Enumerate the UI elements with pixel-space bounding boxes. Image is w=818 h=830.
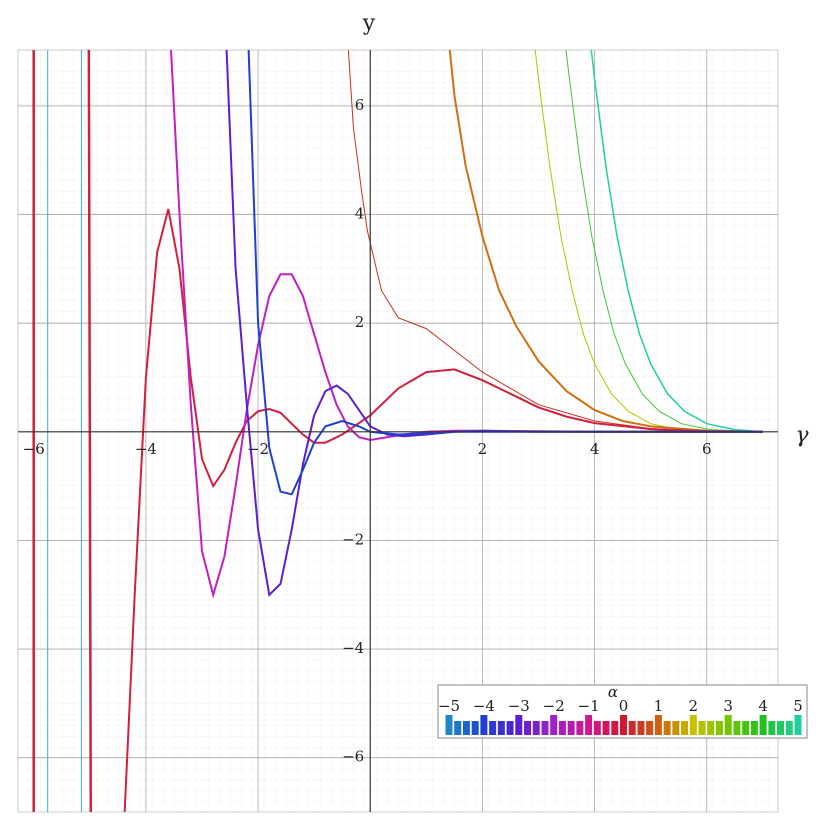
colorbar-tick-label: −3 [508,697,530,715]
colorbar-swatch [445,715,453,735]
colorbar-tick-label: −2 [543,697,565,715]
colorbar-cell [454,721,462,735]
colorbar: −5 −4 −3 −2 −1 0 1 2 3 4 5 [438,697,803,735]
colorbar-swatch [724,715,732,735]
colorbar-cell [532,721,540,735]
colorbar-title: α [608,683,618,701]
colorbar-cell [462,721,470,735]
colorbar-cell [567,721,575,735]
colorbar-tick-label: 3 [723,697,733,715]
colorbar-swatch [585,715,593,735]
x-axis-label: γ [795,423,809,448]
colorbar-cell [541,721,549,735]
colorbar-cell [576,721,584,735]
colorbar-swatch [794,715,802,735]
colorbar-cell [506,721,514,735]
y-tick-label: 2 [355,313,365,331]
colorbar-cell [611,721,619,735]
y-tick-label: 6 [355,96,365,114]
curve [534,50,763,433]
colorbar-swatch [550,715,558,735]
colorbar-tick-label: 2 [689,697,699,715]
colorbar-tick-label: −5 [438,697,460,715]
colorbar-cell [558,721,566,735]
x-tick-label: −6 [23,440,45,458]
colorbar-swatch [759,715,767,735]
y-tick-label: −4 [342,639,364,657]
colorbar-cell [707,721,715,735]
curve [448,50,763,433]
colorbar-cell [742,721,750,735]
colorbar-cell [785,721,793,735]
colorbar-swatch [689,715,697,735]
colorbar-cell [646,721,654,735]
curve [123,208,763,812]
x-tick-label: −4 [135,440,157,458]
y-tick-label: 4 [355,205,365,223]
colorbar-swatch [654,715,662,735]
x-tick-label: 6 [702,440,712,458]
colorbar-cell [715,721,723,735]
colorbar-tick-label: −4 [473,697,495,715]
colorbar-cell [681,721,689,735]
colorbar-tick-label: 1 [654,697,664,715]
colorbar-cell [489,721,497,735]
x-tick-label: 2 [478,440,488,458]
colorbar-cell [672,721,680,735]
colorbar-cell [593,721,601,735]
colorbar-tick-label: −1 [578,697,600,715]
colorbar-cell [471,721,479,735]
y-tick-label: −6 [342,748,364,766]
x-tick-label: 4 [590,440,600,458]
colorbar-cell [628,721,636,735]
colorbar-cell [524,721,532,735]
colorbar-cell [733,721,741,735]
axes: −6 −4 −2 2 4 6 −6 −4 −2 2 4 6 [18,50,778,812]
colorbar-tick-label: 0 [619,697,629,715]
colorbar-cell [777,721,785,735]
colorbar-swatch [620,715,627,735]
colorbar-cell [750,721,758,735]
colorbar-swatch [515,715,523,735]
colorbar-swatch [480,715,488,735]
curve [590,50,763,433]
colorbar-tick-label: 5 [793,697,803,715]
colorbar-cell [663,721,671,735]
x-tick-label: −2 [247,440,269,458]
colorbar-cell [637,721,645,735]
colorbar-cell [698,721,706,735]
y-axis-label: y [362,11,376,36]
curve [565,50,763,433]
colorbar-cell [768,721,776,735]
colorbar-cell [497,721,505,735]
colorbar-cell [602,721,610,735]
y-tick-label: −2 [342,530,364,548]
colorbar-tick-label: 4 [758,697,768,715]
